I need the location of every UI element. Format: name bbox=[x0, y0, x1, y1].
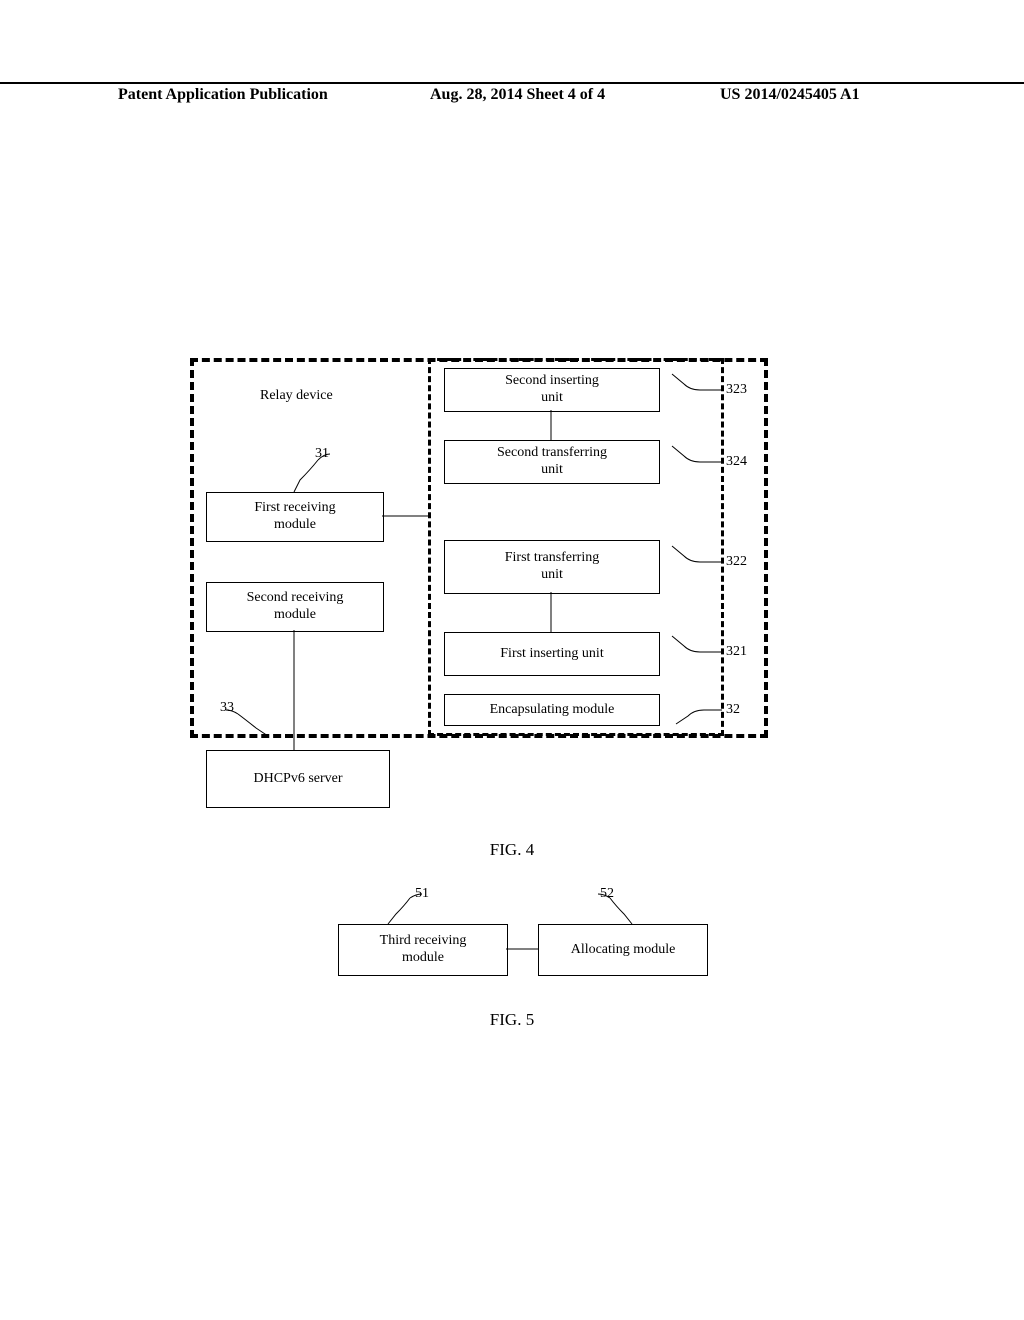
fig5-caption: FIG. 5 bbox=[0, 1010, 1024, 1030]
fig5-connectors bbox=[0, 0, 1024, 1000]
